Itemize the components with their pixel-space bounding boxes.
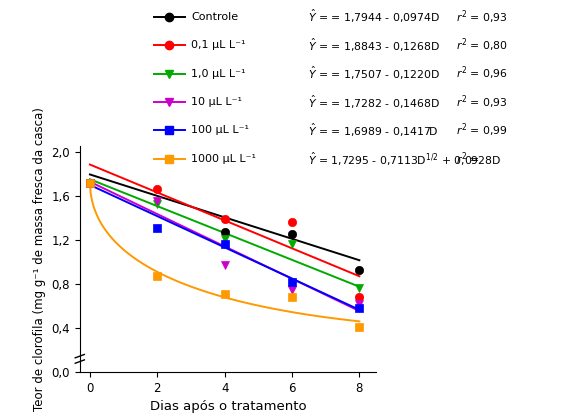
- Y-axis label: Teor de clorofila (mg g⁻¹ de massa fresca da casca): Teor de clorofila (mg g⁻¹ de massa fresc…: [32, 107, 46, 411]
- Text: $\hat{Y}$ = = 1,7944 - 0,0974D: $\hat{Y}$ = = 1,7944 - 0,0974D: [308, 8, 439, 25]
- Text: Controle: Controle: [191, 12, 238, 22]
- Text: $r^2$ = 0,96: $r^2$ = 0,96: [456, 65, 508, 82]
- Text: $r^2$ =: $r^2$ =: [456, 150, 479, 167]
- Text: 1000 μL L⁻¹: 1000 μL L⁻¹: [191, 154, 256, 164]
- Text: $r^2$ = 0,93: $r^2$ = 0,93: [456, 93, 507, 111]
- Text: $\hat{Y}$ = = 1,6989 - 0,1417D: $\hat{Y}$ = = 1,6989 - 0,1417D: [308, 122, 438, 139]
- Text: 0,1 μL L⁻¹: 0,1 μL L⁻¹: [191, 40, 246, 50]
- Text: $r^2$ = 0,99: $r^2$ = 0,99: [456, 122, 508, 139]
- Text: $\hat{Y}$ = = 1,7507 - 0,1220D: $\hat{Y}$ = = 1,7507 - 0,1220D: [308, 65, 439, 82]
- Text: $r^2$ = 0,93: $r^2$ = 0,93: [456, 8, 507, 25]
- X-axis label: Dias após o tratamento: Dias após o tratamento: [150, 400, 306, 413]
- Text: $\hat{Y}$ = = 1,7282 - 0,1468D: $\hat{Y}$ = = 1,7282 - 0,1468D: [308, 93, 439, 111]
- Text: $\hat{Y}$ = 1,7295 - 0,7113D$^{1/2}$ + 0,0928D: $\hat{Y}$ = 1,7295 - 0,7113D$^{1/2}$ + 0…: [308, 150, 501, 168]
- Text: 10 μL L⁻¹: 10 μL L⁻¹: [191, 97, 242, 107]
- Text: $r^2$ = 0,80: $r^2$ = 0,80: [456, 36, 508, 54]
- Text: 1,0 μL L⁻¹: 1,0 μL L⁻¹: [191, 69, 246, 79]
- Text: $\hat{Y}$ = = 1,8843 - 0,1268D: $\hat{Y}$ = = 1,8843 - 0,1268D: [308, 36, 439, 54]
- Text: 100 μL L⁻¹: 100 μL L⁻¹: [191, 125, 249, 135]
